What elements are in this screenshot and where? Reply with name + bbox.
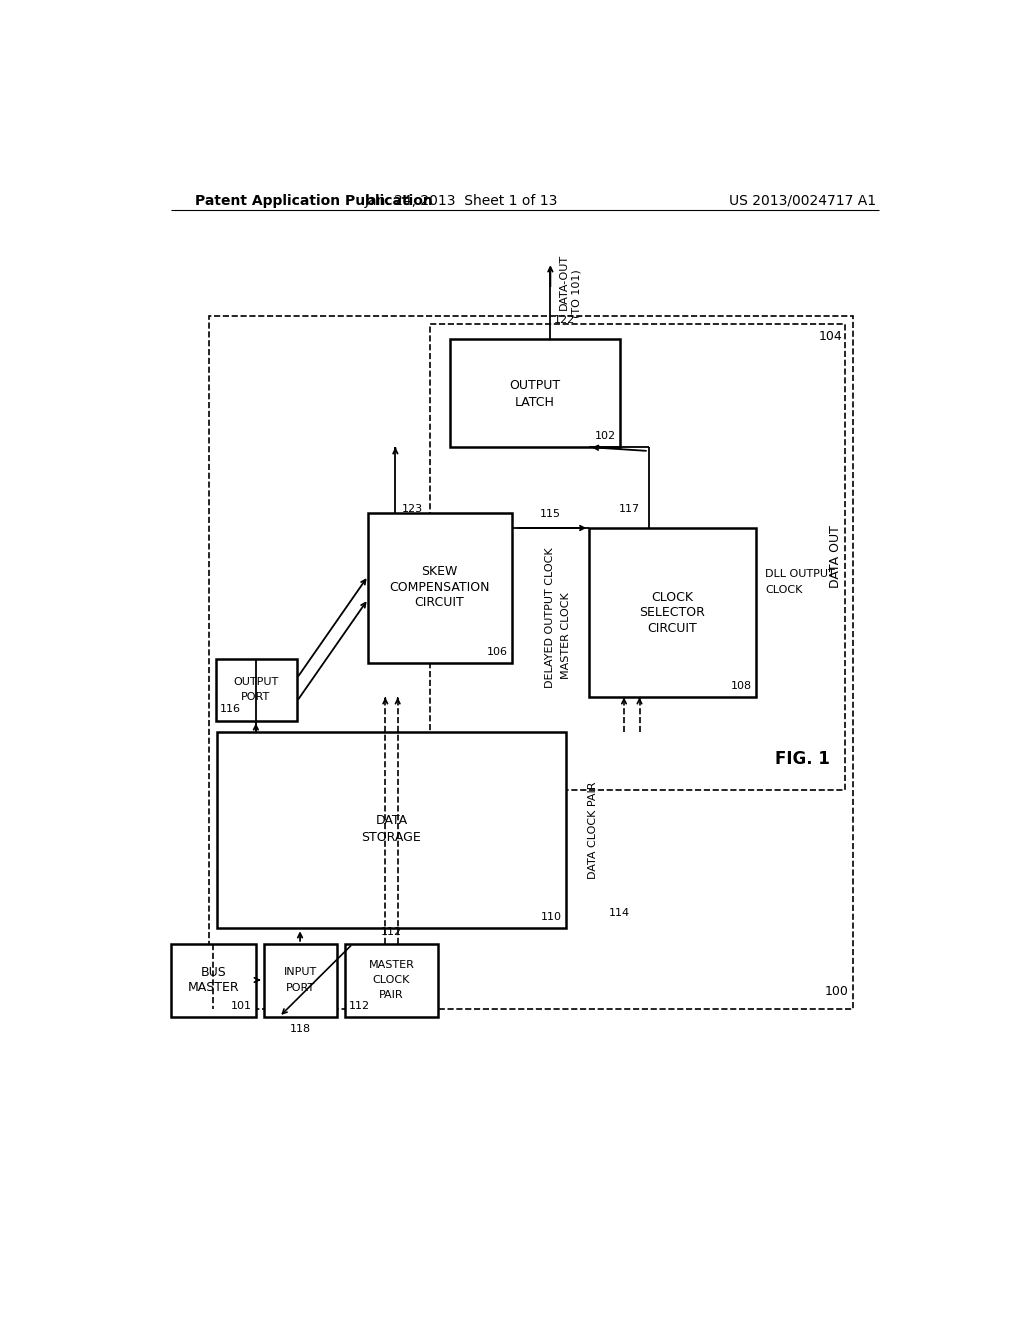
Text: 108: 108 <box>731 681 752 692</box>
Text: 101: 101 <box>231 1001 252 1011</box>
Text: SELECTOR: SELECTOR <box>639 606 705 619</box>
Text: (TO 101): (TO 101) <box>571 269 582 318</box>
Bar <box>171 944 256 1016</box>
Text: FIG. 1: FIG. 1 <box>775 750 829 768</box>
Bar <box>216 659 297 721</box>
Text: 117: 117 <box>618 504 640 513</box>
Text: 102: 102 <box>595 432 616 441</box>
Text: STORAGE: STORAGE <box>361 832 421 843</box>
Text: OUTPUT: OUTPUT <box>233 677 279 686</box>
Text: US 2013/0024717 A1: US 2013/0024717 A1 <box>729 194 876 207</box>
Text: DELAYED OUTPUT CLOCK: DELAYED OUTPUT CLOCK <box>546 548 555 689</box>
Text: MASTER: MASTER <box>369 960 415 970</box>
Text: Jan. 24, 2013  Sheet 1 of 13: Jan. 24, 2013 Sheet 1 of 13 <box>365 194 558 207</box>
Text: DATA-OUT: DATA-OUT <box>559 253 569 310</box>
Bar <box>450 339 621 447</box>
Text: 115: 115 <box>540 510 561 519</box>
Text: 116: 116 <box>219 705 241 714</box>
Bar <box>209 317 853 1010</box>
Text: DATA CLOCK PAIR: DATA CLOCK PAIR <box>588 781 598 879</box>
Text: DATA OUT: DATA OUT <box>829 525 842 587</box>
Text: 106: 106 <box>486 647 508 656</box>
Text: DATA: DATA <box>376 814 408 828</box>
Text: MASTER CLOCK: MASTER CLOCK <box>561 593 570 680</box>
Text: LATCH: LATCH <box>515 396 555 409</box>
Text: 112: 112 <box>381 927 402 937</box>
Bar <box>369 512 512 663</box>
Text: OUTPUT: OUTPUT <box>509 379 560 392</box>
Text: DLL OUTPUT: DLL OUTPUT <box>765 569 835 579</box>
Text: 123: 123 <box>401 504 423 513</box>
Text: COMPENSATION: COMPENSATION <box>389 581 489 594</box>
Text: 104: 104 <box>819 330 843 343</box>
Text: CIRCUIT: CIRCUIT <box>415 597 465 610</box>
Text: PORT: PORT <box>242 693 270 702</box>
Text: 122: 122 <box>554 315 575 325</box>
Text: MASTER: MASTER <box>187 981 239 994</box>
Bar <box>589 528 756 697</box>
Text: 110: 110 <box>541 912 562 923</box>
Bar <box>217 733 566 928</box>
Text: CLOCK: CLOCK <box>651 591 693 603</box>
Text: 118: 118 <box>290 1023 310 1034</box>
Text: Patent Application Publication: Patent Application Publication <box>196 194 433 207</box>
Text: BUS: BUS <box>201 966 226 979</box>
Text: CIRCUIT: CIRCUIT <box>647 622 697 635</box>
Text: PAIR: PAIR <box>379 990 403 1001</box>
Bar <box>345 944 438 1016</box>
Text: 114: 114 <box>608 908 630 917</box>
Text: CLOCK: CLOCK <box>765 585 803 594</box>
Text: 112: 112 <box>349 1001 370 1011</box>
Bar <box>430 323 845 789</box>
Text: CLOCK: CLOCK <box>373 975 411 985</box>
Text: INPUT: INPUT <box>284 968 316 977</box>
Bar <box>263 944 337 1016</box>
Text: 100: 100 <box>825 985 849 998</box>
Text: SKEW: SKEW <box>421 565 458 578</box>
Text: PORT: PORT <box>286 982 314 993</box>
